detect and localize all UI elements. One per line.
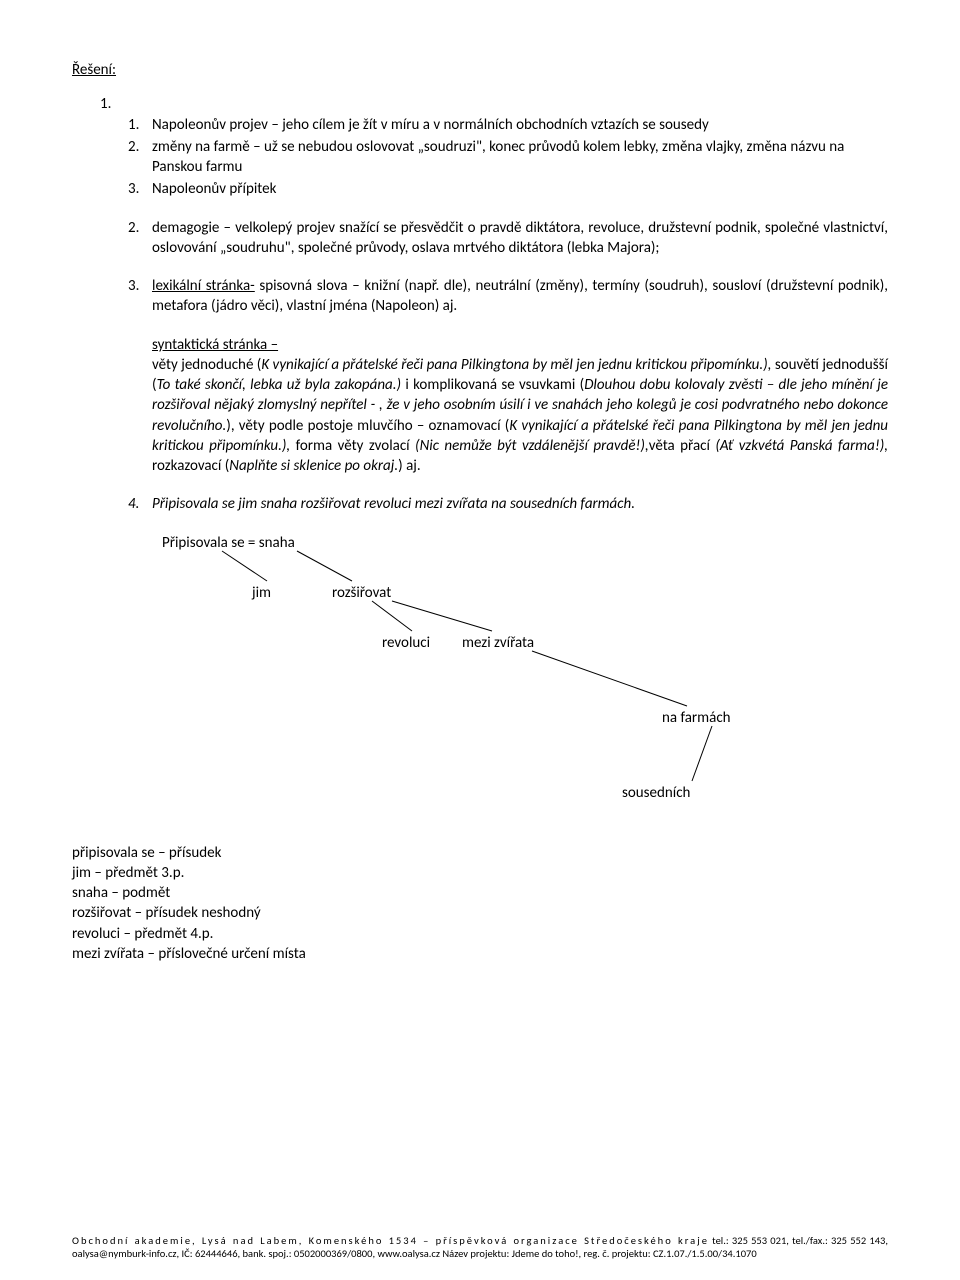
diagram-node-jim: jim xyxy=(252,583,271,603)
lexical-body: spisovná slova – knižní (např. dle), neu… xyxy=(152,277,888,315)
list-item: 4. Připisovala se jim snaha rozšiřovat r… xyxy=(128,494,888,514)
sentence-diagram: Připisovala se = snaha jim rozšiřovat re… xyxy=(122,533,888,833)
legend-line: revoluci – předmět 4.p. xyxy=(72,924,888,944)
item-number: 3. xyxy=(128,179,152,199)
group-1-number: 1. xyxy=(100,94,888,114)
list-3: 3. lexikální stránka- spisovná slova – k… xyxy=(128,276,888,317)
legend: připisovala se – přísudek jim – předmět … xyxy=(72,843,888,965)
diagram-lines xyxy=(122,533,922,833)
diagram-node-rozsirovat: rozšiřovat xyxy=(332,583,391,603)
item-number: 2. xyxy=(128,218,152,259)
list-4: 4. Připisovala se jim snaha rozšiřovat r… xyxy=(128,494,888,514)
item-text: Napoleonův přípitek xyxy=(152,179,888,199)
item-text: změny na farmě – už se nebudou oslovovat… xyxy=(152,137,888,178)
item-number: 1. xyxy=(128,115,152,135)
item-number: 2. xyxy=(128,137,152,178)
item-number: 4. xyxy=(128,494,152,514)
legend-line: rozšiřovat – přísudek neshodný xyxy=(72,903,888,923)
diagram-node-sousednich: sousedních xyxy=(622,783,690,803)
item-text: lexikální stránka- spisovná slova – kniž… xyxy=(152,276,888,317)
diagram-node-revoluci: revoluci xyxy=(382,633,430,653)
item-text: Napoleonův projev – jeho cílem je žít v … xyxy=(152,115,888,135)
diagram-node-mezi-zvirata: mezi zvířata xyxy=(462,633,534,653)
list-item: 2. demagogie – velkolepý projev snažící … xyxy=(128,218,888,259)
lexical-heading: lexikální stránka- xyxy=(152,277,255,295)
item-text: Připisovala se jim snaha rozšiřovat revo… xyxy=(152,494,888,514)
list-item: 3. lexikální stránka- spisovná slova – k… xyxy=(128,276,888,317)
list-1: 1. Napoleonův projev – jeho cílem je žít… xyxy=(128,115,888,200)
item-number: 3. xyxy=(128,276,152,317)
item-text: demagogie – velkolepý projev snažící se … xyxy=(152,218,888,259)
footer-org: Obchodní akademie, Lysá nad Labem, Komen… xyxy=(72,1234,709,1247)
diagram-node-na-farmach: na farmách xyxy=(662,708,731,728)
list-item: 2. změny na farmě – už se nebudou oslovo… xyxy=(128,137,888,178)
syntactic-body: věty jednoduché (K vynikající a přátelsk… xyxy=(152,356,888,475)
legend-line: připisovala se – přísudek xyxy=(72,843,888,863)
list-item: 3. Napoleonův přípitek xyxy=(128,179,888,199)
list-item: 1. Napoleonův projev – jeho cílem je žít… xyxy=(128,115,888,135)
legend-line: jim – předmět 3.p. xyxy=(72,863,888,883)
legend-line: mezi zvířata – příslovečné určení místa xyxy=(72,944,888,964)
legend-line: snaha – podmět xyxy=(72,883,888,903)
diagram-node-root: Připisovala se = snaha xyxy=(162,533,295,553)
list-2: 2. demagogie – velkolepý projev snažící … xyxy=(128,218,888,259)
syntactic-block: syntaktická stránka – věty jednoduché (K… xyxy=(152,335,888,477)
footer-tel: tel.: xyxy=(709,1234,729,1247)
syntactic-heading: syntaktická stránka – xyxy=(152,336,278,354)
page-footer: Obchodní akademie, Lysá nad Labem, Komen… xyxy=(72,1234,888,1260)
page-title: Řešení: xyxy=(72,61,116,79)
